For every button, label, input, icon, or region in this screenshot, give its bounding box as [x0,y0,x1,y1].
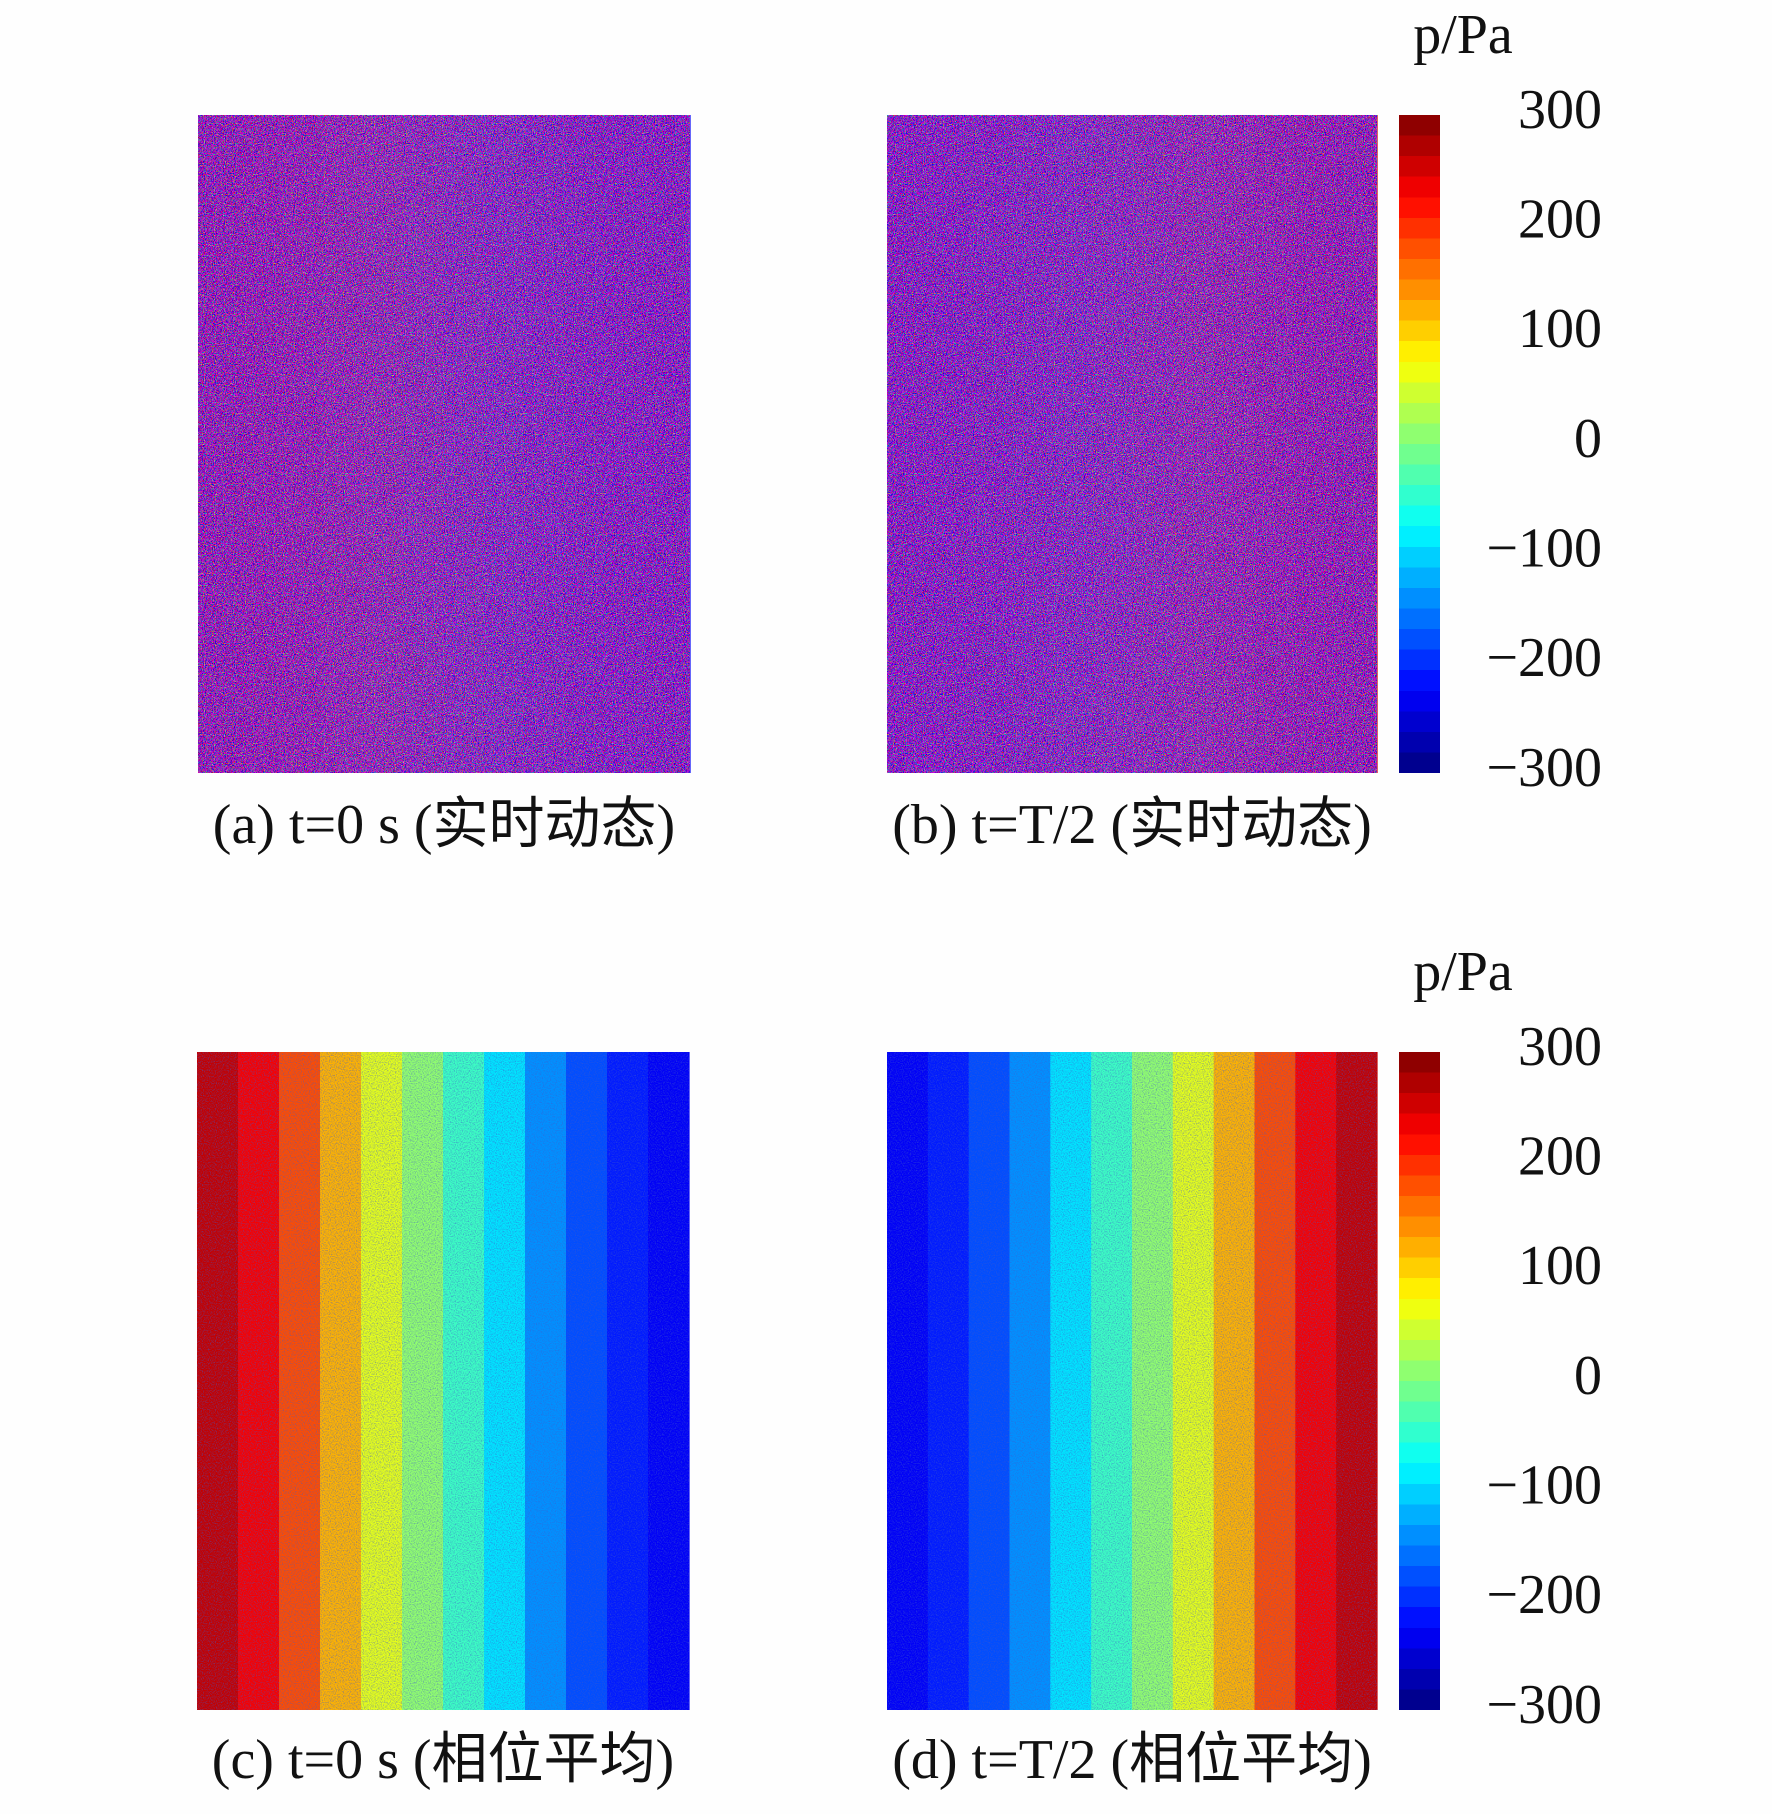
colorbar-label: p/Pa [1413,941,1513,1003]
colorbar-tick-label: 0 [1574,408,1602,470]
colorbar-label: p/Pa [1413,4,1513,66]
colorbar-tick-label: −100 [1486,1455,1602,1517]
colorbar-tick-label: 300 [1518,1016,1602,1078]
colorbar-tick-label: −200 [1486,1564,1602,1626]
colorbar-tick-label: 200 [1518,1126,1602,1188]
colorbar-tick-label: −200 [1486,627,1602,689]
heatmap [887,115,1378,773]
panel-caption: (d) t=T/2 (相位平均) [892,1729,1372,1791]
colorbar-tick-label: −300 [1486,737,1602,799]
panel-caption: (a) t=0 s (实时动态) [213,794,675,856]
speckle [887,115,1377,773]
panel-caption: (c) t=0 s (相位平均) [212,1729,674,1791]
colorbar [1399,1052,1440,1710]
colorbar-tick-label: 200 [1518,189,1602,251]
speckle [198,115,690,773]
heatmap [198,115,691,773]
colorbar-tick-label: 100 [1518,298,1602,360]
panel-caption: (b) t=T/2 (实时动态) [892,794,1372,856]
colorbar [1399,115,1440,773]
colorbar-tick-label: 100 [1518,1235,1602,1297]
colorbar-tick-label: −300 [1486,1674,1602,1736]
speckle [887,1052,1377,1710]
speckle [197,1052,689,1710]
heatmap [197,1052,690,1710]
colorbar-tick-label: 0 [1574,1345,1602,1407]
colorbar-tick-label: −100 [1486,518,1602,580]
colorbar-tick-label: 300 [1518,79,1602,141]
heatmap [887,1052,1378,1710]
